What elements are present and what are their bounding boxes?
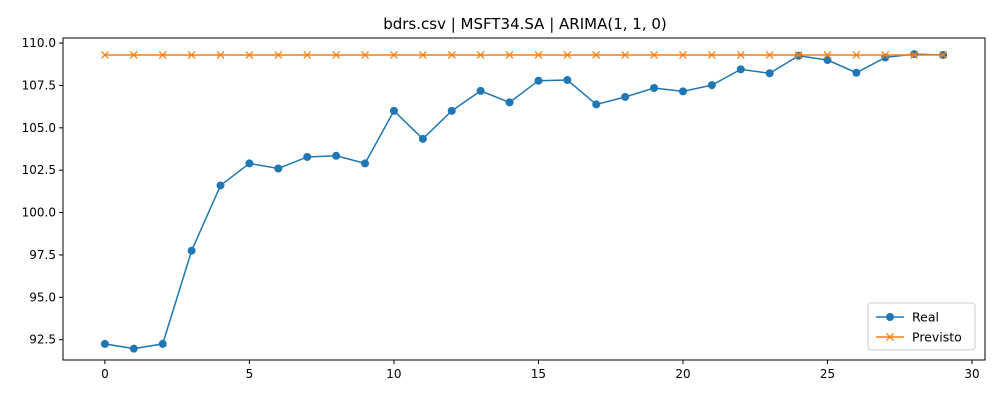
data-point-previsto (389, 50, 398, 59)
data-point-previsto (794, 50, 803, 59)
data-point-real (332, 151, 341, 160)
data-point-real (707, 81, 716, 90)
data-point-previsto (332, 50, 341, 59)
data-point-previsto (592, 50, 601, 59)
data-point-previsto (303, 50, 312, 59)
plot-area: 0 5 10 15 20 25 30 92.5 95.0 97.5 100.0 102.5 105.0 1… (22, 36, 986, 381)
data-point-real (563, 76, 572, 85)
data-point-previsto (707, 50, 716, 59)
y-tick-label: 110.0 (22, 36, 56, 50)
data-point-previsto (129, 50, 138, 59)
data-point-real (158, 339, 167, 348)
data-point-previsto (823, 50, 832, 59)
data-point-previsto (100, 50, 109, 59)
data-point-previsto (679, 50, 687, 59)
data-point-real (592, 100, 601, 109)
data-point-real (361, 159, 370, 168)
data-point-previsto (881, 50, 890, 59)
data-point-real (476, 86, 485, 95)
y-tick-label: 97.5 (29, 248, 56, 262)
data-point-previsto (216, 50, 225, 59)
legend-label-real: Real (912, 310, 939, 325)
data-point-real (389, 106, 398, 115)
data-point-real (736, 65, 745, 74)
x-tick-label: 5 (246, 367, 254, 381)
data-point-previsto (852, 50, 861, 59)
data-point-real (245, 159, 254, 168)
data-point-real (100, 339, 109, 348)
y-tick-label: 92.5 (29, 333, 56, 347)
data-point-previsto (534, 50, 543, 59)
legend-box (867, 302, 976, 351)
data-point-previsto (563, 50, 572, 59)
plot-frame (62, 37, 986, 361)
data-point-previsto (447, 50, 456, 59)
data-point-real (765, 69, 774, 78)
data-point-previsto (187, 50, 196, 59)
data-point-real (621, 92, 630, 101)
y-tick-label: 95.0 (29, 290, 56, 304)
x-tick-label: 10 (386, 367, 401, 381)
y-tick-label: 105.0 (22, 121, 56, 135)
data-point-real (129, 344, 138, 353)
data-point-previsto (158, 50, 167, 59)
data-point-previsto (361, 50, 369, 59)
legend-label-previsto: Previsto (912, 330, 962, 345)
data-point-real (447, 106, 456, 115)
chart-title: bdrs.csv | MSFT34.SA | ARIMA(1, 1, 0) (383, 15, 667, 33)
data-point-previsto (621, 50, 630, 59)
y-tick-label: 102.5 (22, 163, 56, 177)
data-point-previsto (274, 50, 283, 59)
y-tick-label: 107.5 (22, 78, 56, 92)
legend-marker-previsto (886, 333, 894, 341)
data-point-previsto (476, 50, 485, 59)
y-tick-label: 100.0 (22, 206, 56, 220)
data-point-previsto (939, 50, 948, 59)
data-point-real (505, 98, 514, 107)
data-point-real (650, 83, 659, 92)
legend-marker-real (886, 313, 894, 321)
data-point-real (187, 246, 196, 255)
data-point-real (418, 134, 427, 143)
data-point-previsto (910, 50, 919, 59)
series-line-real (104, 53, 944, 350)
data-point-real (823, 56, 832, 65)
data-point-real (216, 181, 225, 190)
x-tick-label: 15 (531, 367, 546, 381)
data-point-previsto (245, 50, 254, 59)
x-tick-label: 20 (675, 367, 690, 381)
data-point-previsto (650, 50, 659, 59)
data-point-previsto (505, 50, 514, 59)
x-tick-label: 30 (964, 367, 979, 381)
data-point-previsto (736, 50, 745, 59)
data-point-real (274, 164, 283, 173)
data-point-previsto (418, 50, 427, 59)
data-point-real (303, 152, 312, 161)
data-point-real (534, 76, 543, 85)
data-point-real (678, 87, 687, 96)
x-tick-label: 0 (101, 367, 109, 381)
x-tick-label: 25 (820, 367, 835, 381)
data-point-previsto (765, 50, 774, 59)
data-point-real (852, 68, 861, 77)
